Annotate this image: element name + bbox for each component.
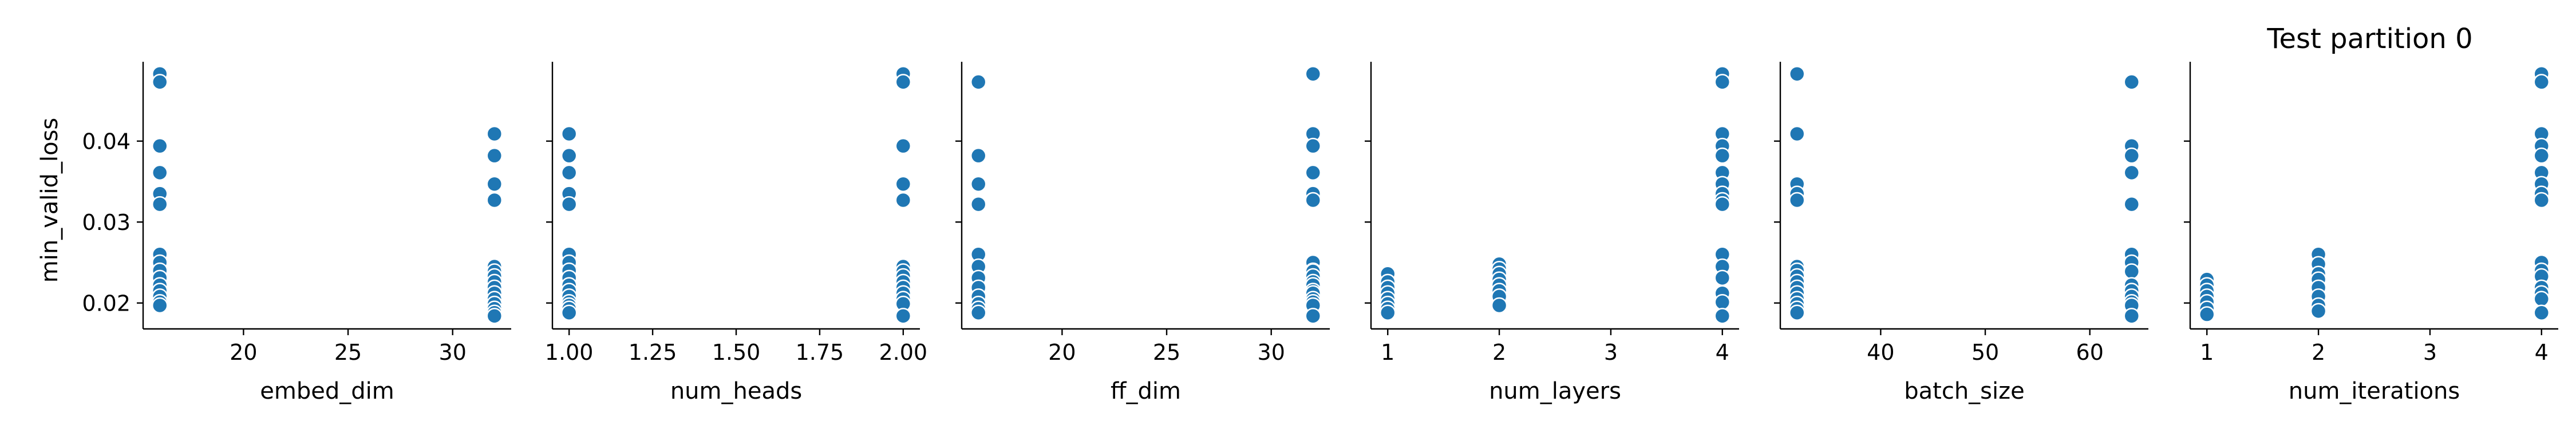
data-point bbox=[151, 196, 168, 213]
data-point bbox=[1491, 297, 1508, 314]
subplot-ff_dim: 20 25 30 ff_dim bbox=[955, 62, 1330, 404]
y-tick-label: 0.04 bbox=[82, 129, 131, 154]
data-point bbox=[895, 74, 912, 90]
data-point bbox=[2533, 192, 2550, 209]
data-point bbox=[1305, 164, 1322, 181]
data-point bbox=[486, 125, 503, 142]
data-point bbox=[1714, 147, 1731, 164]
x-tick-label: 1 bbox=[2200, 340, 2214, 365]
x-tick-label: 40 bbox=[1867, 340, 1894, 365]
data-point bbox=[1305, 137, 1322, 154]
y-tick-label: 0.02 bbox=[82, 291, 131, 316]
data-point bbox=[895, 176, 912, 192]
data-point bbox=[1305, 308, 1322, 324]
data-point bbox=[2533, 147, 2550, 164]
data-point bbox=[151, 74, 168, 90]
data-point bbox=[2123, 263, 2140, 280]
x-tick-label: 2.00 bbox=[879, 340, 928, 365]
data-point bbox=[2123, 196, 2140, 213]
data-point bbox=[895, 308, 912, 324]
x-tick-label: 20 bbox=[1048, 340, 1076, 365]
x-tick-label: 60 bbox=[2076, 340, 2104, 365]
data-point bbox=[486, 308, 503, 324]
y-axis-label: min_valid_loss bbox=[37, 118, 63, 283]
data-point bbox=[486, 192, 503, 209]
data-point bbox=[560, 196, 578, 213]
data-point bbox=[1714, 74, 1731, 90]
data-point bbox=[560, 125, 578, 142]
data-point bbox=[2533, 291, 2550, 307]
data-point bbox=[151, 137, 168, 154]
x-tick-label: 2 bbox=[1492, 340, 1506, 365]
data-point bbox=[1788, 125, 1805, 142]
x-axis-label: embed_dim bbox=[260, 378, 394, 404]
data-point bbox=[895, 192, 912, 209]
x-axis-label: num_layers bbox=[1489, 378, 1621, 404]
x-axis-label: num_heads bbox=[670, 378, 802, 404]
data-point bbox=[1788, 192, 1805, 209]
x-tick-label: 3 bbox=[1604, 340, 1618, 365]
x-tick-label: 3 bbox=[2423, 340, 2437, 365]
data-point bbox=[895, 137, 912, 154]
data-point bbox=[151, 297, 168, 314]
data-point bbox=[2123, 147, 2140, 164]
data-point bbox=[1714, 308, 1731, 324]
data-point bbox=[1788, 304, 1805, 321]
data-point bbox=[1305, 192, 1322, 209]
data-point bbox=[560, 147, 578, 164]
data-point bbox=[2533, 74, 2550, 90]
x-tick-label: 4 bbox=[2535, 340, 2549, 365]
data-point bbox=[970, 147, 987, 164]
x-tick-label: 1.50 bbox=[712, 340, 761, 365]
data-point bbox=[151, 164, 168, 181]
data-point bbox=[2533, 304, 2550, 321]
data-point bbox=[2123, 164, 2140, 181]
data-point bbox=[1305, 65, 1322, 82]
y-tick-label: 0.03 bbox=[82, 210, 131, 235]
data-point bbox=[486, 147, 503, 164]
subplot-embed_dim: 0.02 0.03 0.04 20 25 30 embed_dim bbox=[82, 62, 511, 404]
data-point bbox=[560, 164, 578, 181]
data-point bbox=[1379, 304, 1396, 321]
x-axis-label: batch_size bbox=[1904, 378, 2025, 404]
data-point bbox=[1714, 196, 1731, 213]
data-point bbox=[1788, 65, 1805, 82]
data-point bbox=[486, 176, 503, 192]
data-point bbox=[970, 196, 987, 213]
x-axis-label: ff_dim bbox=[1111, 378, 1181, 404]
data-point bbox=[2310, 303, 2327, 320]
x-tick-label: 30 bbox=[439, 340, 467, 365]
subplot-num_layers: 1 2 3 4 num_layers bbox=[1365, 62, 1739, 404]
subplot-num_iterations: 1 2 3 4 num_iterations bbox=[2184, 62, 2558, 404]
figure-title: Test partition 0 bbox=[2266, 23, 2472, 55]
data-point bbox=[970, 176, 987, 192]
data-point bbox=[970, 304, 987, 321]
subplot-num_heads: 1.00 1.25 1.50 1.75 2.00 num_heads bbox=[545, 62, 927, 404]
x-tick-label: 1 bbox=[1381, 340, 1394, 365]
x-tick-label: 30 bbox=[1258, 340, 1285, 365]
x-axis-label: num_iterations bbox=[2289, 378, 2460, 404]
x-tick-label: 50 bbox=[1971, 340, 1999, 365]
data-point bbox=[1714, 269, 1731, 287]
x-tick-label: 4 bbox=[1716, 340, 1729, 365]
x-tick-label: 1.75 bbox=[796, 340, 844, 365]
x-tick-label: 25 bbox=[1153, 340, 1180, 365]
x-tick-label: 20 bbox=[230, 340, 257, 365]
data-point bbox=[970, 74, 987, 90]
x-tick-label: 25 bbox=[334, 340, 362, 365]
data-point bbox=[2123, 308, 2140, 324]
x-tick-label: 1.25 bbox=[629, 340, 677, 365]
x-tick-label: 2 bbox=[2312, 340, 2325, 365]
x-tick-label: 1.00 bbox=[545, 340, 594, 365]
data-point bbox=[1714, 294, 1731, 311]
data-point bbox=[2198, 306, 2215, 323]
data-point bbox=[560, 304, 578, 321]
data-point bbox=[2123, 74, 2140, 90]
subplot-batch_size: 40 50 60 batch_size bbox=[1774, 62, 2148, 404]
